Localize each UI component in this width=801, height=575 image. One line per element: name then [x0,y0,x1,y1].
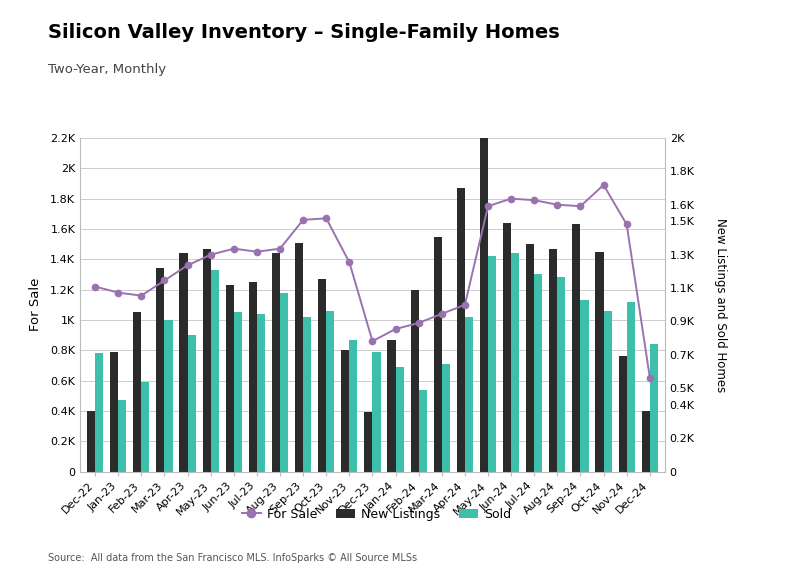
For Sale [553,201,562,208]
Bar [419,390,427,472]
Bar [650,344,658,472]
For Sale [483,203,493,210]
Bar [503,223,511,472]
Line: For Sale: For Sale [92,182,653,381]
For Sale [183,262,192,269]
For Sale [91,283,100,290]
Bar [642,411,650,472]
Bar [280,293,288,472]
For Sale [206,251,215,258]
Bar [95,353,103,472]
Bar [604,311,612,472]
Bar [618,356,626,472]
Bar [549,248,557,472]
Bar [480,126,488,472]
Bar [156,269,164,472]
Bar [388,340,396,472]
Bar [226,285,234,472]
Bar [179,253,187,472]
Bar [488,256,496,471]
Bar [372,352,380,471]
For Sale [529,197,539,204]
Bar [111,352,119,471]
Bar [87,411,95,472]
Bar [465,317,473,472]
Bar [573,224,581,472]
Bar [341,350,349,472]
For Sale [136,292,146,299]
Bar [364,412,372,471]
For Sale [414,320,424,327]
Bar [295,243,303,472]
Text: Source:  All data from the San Francisco MLS. InfoSparks © All Source MLSs: Source: All data from the San Francisco … [48,553,417,562]
Bar [511,253,519,472]
Bar [534,274,542,472]
Y-axis label: For Sale: For Sale [29,278,42,331]
Bar [626,302,634,472]
For Sale [576,203,586,210]
For Sale [645,374,654,381]
Bar [203,248,211,472]
For Sale [460,301,469,308]
Bar [257,314,265,472]
Text: Silicon Valley Inventory – Single-Family Homes: Silicon Valley Inventory – Single-Family… [48,23,560,42]
For Sale [276,245,285,252]
For Sale [599,182,609,189]
Bar [119,400,127,472]
For Sale [252,248,262,255]
Bar [557,278,566,471]
For Sale [159,277,169,284]
Y-axis label: New Listings and Sold Homes: New Listings and Sold Homes [714,217,727,392]
Bar [133,312,141,472]
For Sale [622,221,631,228]
Bar [303,317,312,472]
Legend: For Sale, New Listings, Sold: For Sale, New Listings, Sold [237,503,516,526]
Bar [457,188,465,472]
Bar [442,364,450,472]
Bar [249,282,257,472]
Text: Two-Year, Monthly: Two-Year, Monthly [48,63,166,76]
For Sale [229,245,239,252]
For Sale [506,195,516,202]
For Sale [368,338,377,344]
Bar [318,279,326,472]
For Sale [437,310,447,317]
Bar [595,252,604,472]
Bar [411,290,419,472]
Bar [272,253,280,472]
Bar [141,382,150,471]
Bar [526,244,534,472]
Bar [211,270,219,472]
For Sale [391,325,400,332]
Bar [234,312,242,472]
For Sale [114,289,123,296]
Bar [396,367,404,472]
Bar [581,300,589,472]
Bar [187,335,195,472]
Bar [164,320,172,472]
For Sale [298,216,308,223]
Bar [349,340,357,472]
For Sale [344,259,354,266]
Bar [326,311,334,472]
For Sale [321,215,331,222]
Bar [433,236,442,472]
